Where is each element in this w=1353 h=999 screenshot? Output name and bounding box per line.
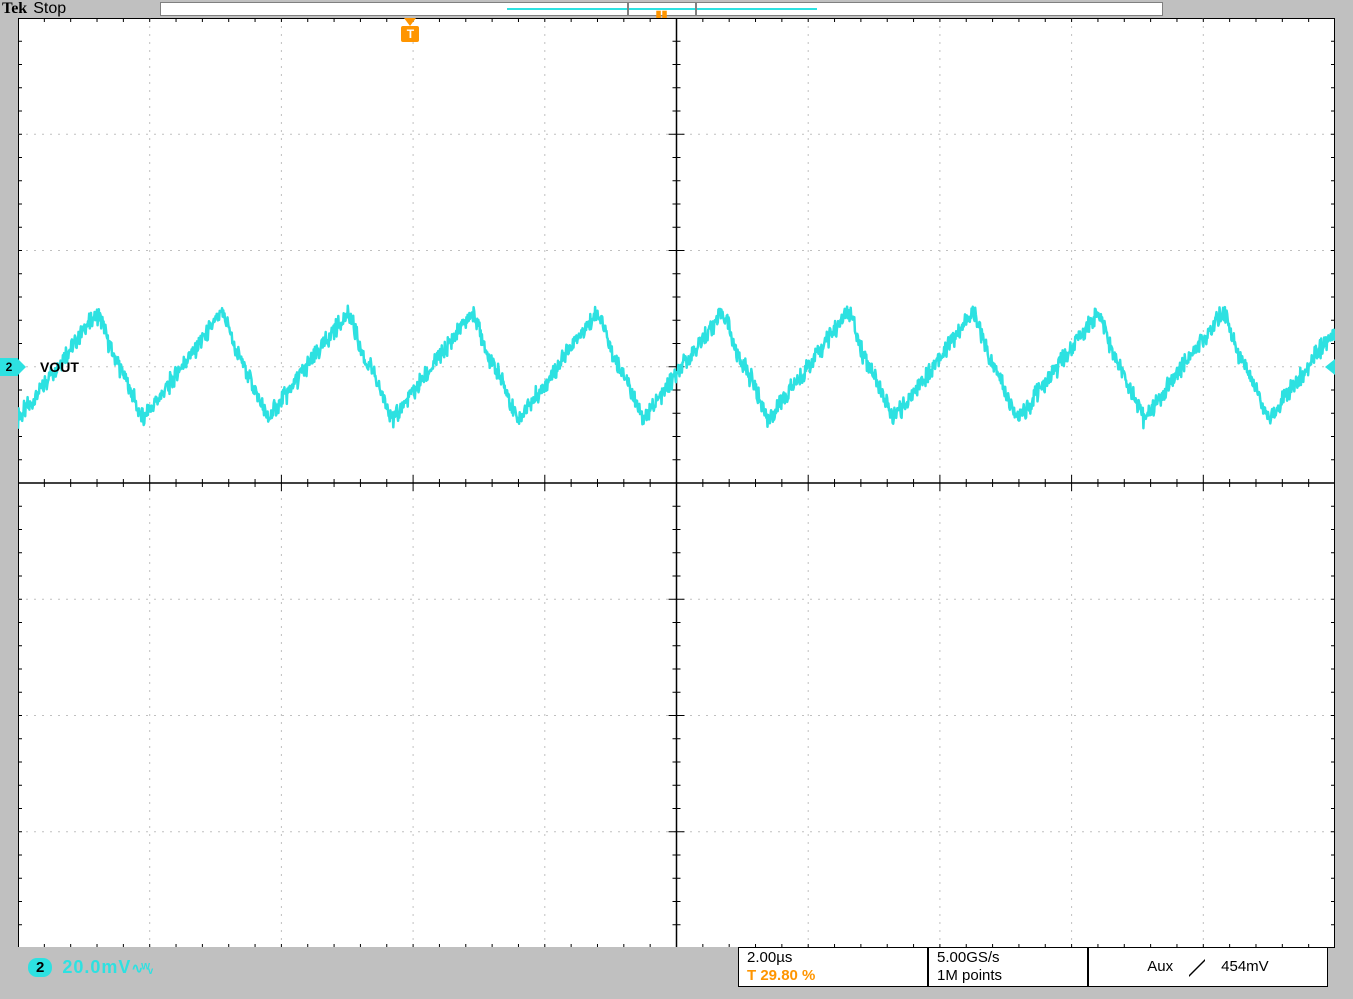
trigger-position-marker[interactable]: T xyxy=(398,18,422,42)
waveform-plot[interactable]: T 2 VOUT xyxy=(18,18,1335,948)
record-view-bar[interactable]: ▮▮ xyxy=(160,2,1163,16)
timebase-scale: 2.00µs xyxy=(747,949,919,967)
record-length: 1M points xyxy=(937,967,1079,985)
channel-ground-number: 2 xyxy=(6,360,13,374)
timebase-position: 29.80 % xyxy=(760,967,815,984)
acquisition-status: Stop xyxy=(27,0,66,18)
channel-readout[interactable]: 2 20.0mV∿ᵂᵥ xyxy=(18,947,738,987)
record-extent-line: ▮▮ xyxy=(507,8,817,10)
waveform-svg xyxy=(18,18,1335,948)
timebase-readout[interactable]: 2.00µs T 29.80 % xyxy=(738,947,928,987)
channel-badge: 2 xyxy=(28,958,52,977)
channel-trace-label: VOUT xyxy=(40,359,79,375)
top-bar: Tek Stop ▮▮ xyxy=(0,0,1353,18)
trigger-level: 454mV xyxy=(1221,958,1269,976)
tek-logo: Tek xyxy=(0,0,27,18)
oscilloscope-frame: Tek Stop ▮▮ T 2 VOUT 2 20.0mV∿ᵂᵥ xyxy=(0,0,1353,999)
trigger-t-badge: T xyxy=(401,26,419,42)
channel-ground-marker[interactable]: 2 xyxy=(0,358,18,376)
sample-rate: 5.00GS/s xyxy=(937,949,1079,967)
rising-edge-icon xyxy=(1189,959,1205,975)
channel-vertical-scale: 20.0mV∿ᵂᵥ xyxy=(62,957,151,978)
acquisition-readout[interactable]: 5.00GS/s 1M points xyxy=(928,947,1088,987)
trigger-source: Aux xyxy=(1147,958,1173,976)
coupling-icon: ∿ᵂᵥ xyxy=(131,960,151,976)
trigger-level-marker[interactable] xyxy=(1325,359,1335,375)
trigger-readout[interactable]: Aux 454mV xyxy=(1088,947,1328,987)
timebase-prefix: T xyxy=(747,967,756,984)
readout-bar: 2 20.0mV∿ᵂᵥ 2.00µs T 29.80 % 5.00GS/s 1M… xyxy=(18,947,1335,987)
trigger-arrow-icon xyxy=(404,18,416,26)
